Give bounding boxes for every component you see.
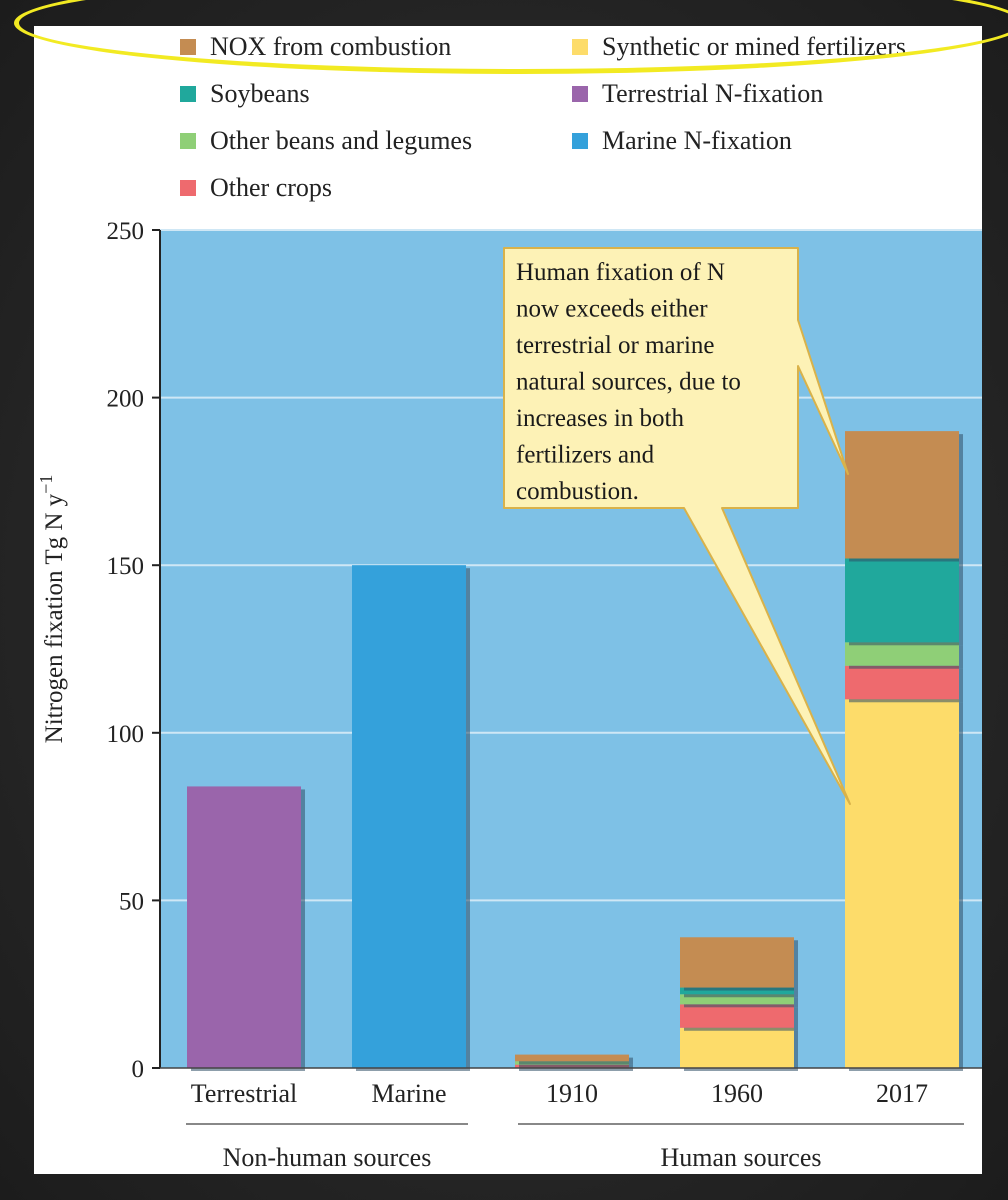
chart: 0 50 100 150 200 250 Nitrogen fixation Tg N y−… [36,218,982,1172]
legend-label: Terrestrial N-fixation [602,79,824,108]
x-tick-label: 1960 [711,1079,763,1108]
bar-segment [187,786,301,1068]
legend: NOX from combustion Synthetic or mined fe… [34,26,982,226]
bar-segment [845,642,959,666]
y-tick-label: 0 [132,1056,145,1083]
legend-swatch [180,133,196,149]
x-tick-label: Terrestrial [191,1079,297,1108]
annotation-line: terrestrial or marine [516,332,715,359]
y-tick-label: 200 [107,386,145,413]
legend-item: Other beans and legumes [180,126,472,156]
legend-label: NOX from combustion [210,32,452,61]
annotation-line: fertilizers and [516,442,655,469]
y-tick-label: 150 [107,553,145,580]
group-label: Non-human sources [223,1143,432,1172]
x-tick-label: 1910 [546,1079,598,1108]
bar-segment [845,431,959,559]
y-tick-label: 100 [107,721,145,748]
legend-item: Other crops [180,173,332,203]
legend-label: Other beans and legumes [210,126,473,155]
legend-swatch [572,133,588,149]
bar-segment [680,987,794,995]
legend-label: Marine N-fixation [602,126,792,155]
annotation-line: now exceeds either [516,296,708,323]
y-tick-label: 250 [107,218,145,245]
legend-item: Terrestrial N-fixation [572,79,823,109]
legend-swatch [572,39,588,55]
group-label: Human sources [660,1143,821,1172]
y-axis-label-superscript: −1 [36,475,56,494]
legend-swatch [180,86,196,102]
legend-item: Marine N-fixation [572,126,792,156]
y-tick-label: 50 [119,888,144,915]
legend-swatch [180,39,196,55]
bar-segment [680,1004,794,1028]
bar-segment [845,665,959,700]
legend-item: Soybeans [180,79,310,109]
bar-segment [680,994,794,1005]
x-tick-label: Marine [371,1079,446,1108]
bar-segment [680,937,794,988]
y-axis-label-text: Nitrogen fixation Tg N y [41,493,68,743]
bar-segment [680,1027,794,1068]
legend-item: NOX from combustion [180,32,451,62]
bar-shadow [519,1067,633,1071]
annotation-line: increases in both [516,405,685,432]
legend-item: Synthetic or mined fertilizers [572,32,906,62]
annotation-line: Human fixation of N [516,259,725,286]
bar-segment [352,565,466,1068]
annotation-line: combustion. [516,478,639,505]
legend-label: Other crops [210,173,333,202]
figure-card: NOX from combustion Synthetic or mined fe… [34,26,982,1174]
bar-segment [845,558,959,643]
annotation-callout [503,247,851,805]
bar-segment [515,1054,629,1062]
x-tick-label: 2017 [876,1079,928,1108]
bar-shadow [519,1064,633,1068]
bar-segment [845,699,959,1068]
legend-label: Synthetic or mined fertilizers [602,32,906,61]
y-axis-label: Nitrogen fixation Tg N y−1 [36,475,68,744]
legend-swatch [180,180,196,196]
legend-label: Soybeans [210,79,310,108]
annotation-line: natural sources, due to [516,369,741,396]
legend-swatch [572,86,588,102]
